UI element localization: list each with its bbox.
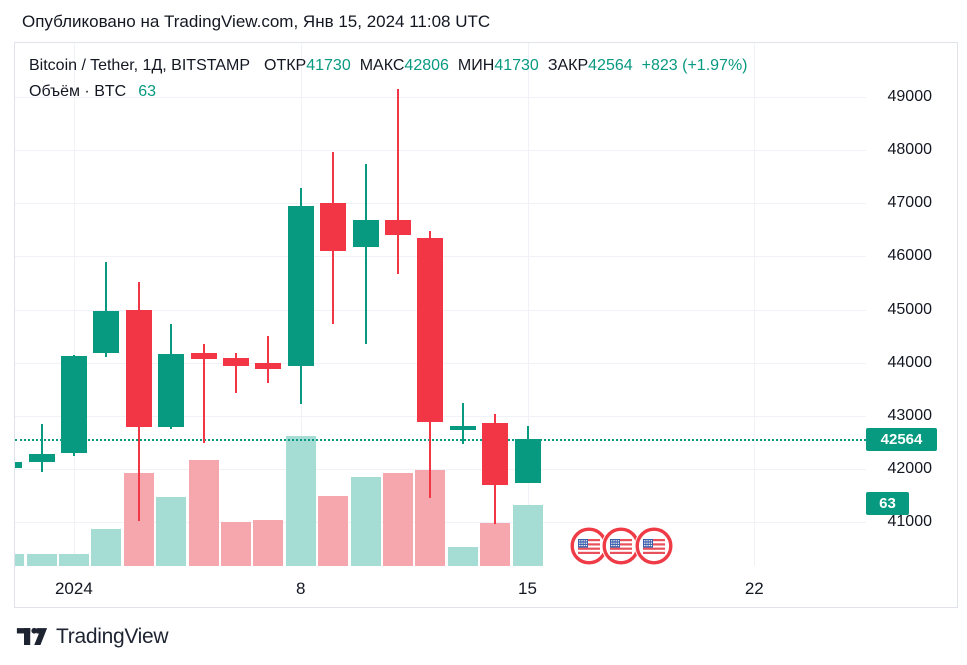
time-gridline: [73, 43, 75, 566]
volume-bar[interactable]: [15, 554, 25, 566]
price-tick-label: 48000: [887, 141, 933, 159]
volume-bar[interactable]: [512, 505, 543, 566]
price-gridline: [15, 150, 866, 152]
price-tick-label: 46000: [887, 247, 933, 265]
candle[interactable]: [190, 353, 217, 359]
close-stat: ЗАКР42564: [548, 57, 633, 74]
us-flag-icon[interactable]: [569, 526, 609, 566]
tradingview-logo-icon: [16, 627, 48, 645]
price-tick-label: 44000: [887, 353, 933, 371]
time-tick-label: 8: [295, 579, 306, 598]
volume-bar[interactable]: [253, 520, 284, 566]
close-label: ЗАКР: [547, 57, 589, 74]
volume-bar[interactable]: [26, 554, 57, 566]
time-tick-label: 22: [744, 579, 764, 598]
volume-bar[interactable]: [285, 436, 316, 566]
time-gridline: [527, 43, 529, 566]
candle[interactable]: [15, 462, 23, 468]
candle[interactable]: [449, 425, 476, 430]
candle[interactable]: [320, 203, 347, 252]
candle[interactable]: [352, 219, 379, 247]
volume-legend[interactable]: Объём · BTC 63: [29, 83, 156, 101]
volume-current-value: 63: [138, 83, 156, 100]
chart-panel: Bitcoin / Tether, 1Д, BITSTAMP ОТКР41730 М…: [14, 42, 958, 608]
volume-bar[interactable]: [91, 529, 122, 566]
high-stat: МАКС42806: [360, 57, 449, 74]
candle-layer: [15, 43, 957, 607]
low-value: 41730: [494, 57, 539, 74]
candle[interactable]: [417, 237, 444, 423]
tradingview-logo-text: TradingView: [56, 625, 169, 648]
candle[interactable]: [60, 355, 87, 454]
candle[interactable]: [222, 357, 249, 366]
volume-bar[interactable]: [220, 522, 251, 566]
price-axis[interactable]: 49000 48000 47000 46000 45000 44000 43000 42000…: [15, 43, 957, 607]
volume-bar[interactable]: [318, 496, 349, 566]
candle-wick: [267, 336, 270, 383]
tradingview-logo[interactable]: TradingView: [16, 624, 169, 650]
low-stat: МИН41730: [458, 57, 539, 74]
volume-bar[interactable]: [188, 460, 219, 566]
change-value: +823 (+1.97%): [641, 57, 748, 74]
candle-wick: [461, 403, 464, 444]
candle-wick: [105, 261, 108, 358]
candle[interactable]: [158, 354, 185, 427]
price-tick-label: 41000: [887, 513, 933, 531]
candle-wick: [40, 423, 43, 472]
high-value: 42806: [404, 57, 449, 74]
price-gridline: [15, 203, 866, 205]
candle-wick: [234, 353, 237, 393]
candle[interactable]: [255, 362, 282, 370]
price-tick-label: 49000: [887, 87, 933, 105]
event-marker-layer: [15, 43, 957, 607]
chart-legend[interactable]: Bitcoin / Tether, 1Д, BITSTAMP ОТКР41730 М…: [29, 57, 748, 75]
volume-bar[interactable]: [156, 497, 187, 566]
time-gridline: [754, 43, 756, 566]
symbol-title[interactable]: Bitcoin / Tether, 1Д, BITSTAMP: [29, 57, 250, 74]
current-volume-badge: 63: [866, 492, 909, 515]
volume-bar[interactable]: [480, 523, 511, 566]
volume-layer: [15, 43, 957, 607]
price-tick-label: 43000: [887, 406, 933, 424]
high-label: МАКС: [359, 57, 405, 74]
us-flag-icon[interactable]: [634, 526, 674, 566]
price-tick-label: 45000: [887, 300, 933, 318]
candle-wick: [396, 89, 399, 274]
open-stat: ОТКР41730: [264, 57, 351, 74]
candle-wick: [202, 344, 205, 443]
volume-bar[interactable]: [447, 546, 478, 566]
volume-bar[interactable]: [350, 476, 381, 566]
volume-bar[interactable]: [58, 554, 89, 566]
candle-wick: [364, 163, 367, 345]
candle[interactable]: [384, 219, 411, 236]
candle[interactable]: [125, 309, 152, 427]
low-label: МИН: [457, 57, 495, 74]
time-tick-label: 2024: [54, 579, 93, 598]
price-tick-label: 42000: [887, 460, 933, 477]
candle[interactable]: [514, 439, 541, 484]
publish-caption: Опубликовано на TradingView.com, Янв 15,…: [22, 12, 491, 31]
volume-bar[interactable]: [382, 473, 413, 566]
candle[interactable]: [28, 454, 55, 463]
price-gridline: [15, 469, 866, 470]
last-price-line: [15, 439, 866, 442]
time-axis[interactable]: 2024 8 15 22: [15, 43, 957, 607]
time-tick-label: 15: [518, 579, 537, 598]
open-value: 41730: [306, 57, 351, 74]
price-gridline: [15, 96, 866, 98]
candle[interactable]: [287, 205, 314, 366]
close-value: 42564: [588, 57, 633, 74]
price-tick-label: 47000: [887, 194, 933, 212]
last-price-badge: 42564: [866, 427, 937, 451]
candle[interactable]: [482, 422, 509, 485]
us-flag-icon[interactable]: [601, 526, 641, 566]
candle[interactable]: [93, 311, 120, 354]
open-label: ОТКР: [264, 57, 307, 74]
volume-label: Объём · BTC: [29, 83, 127, 100]
